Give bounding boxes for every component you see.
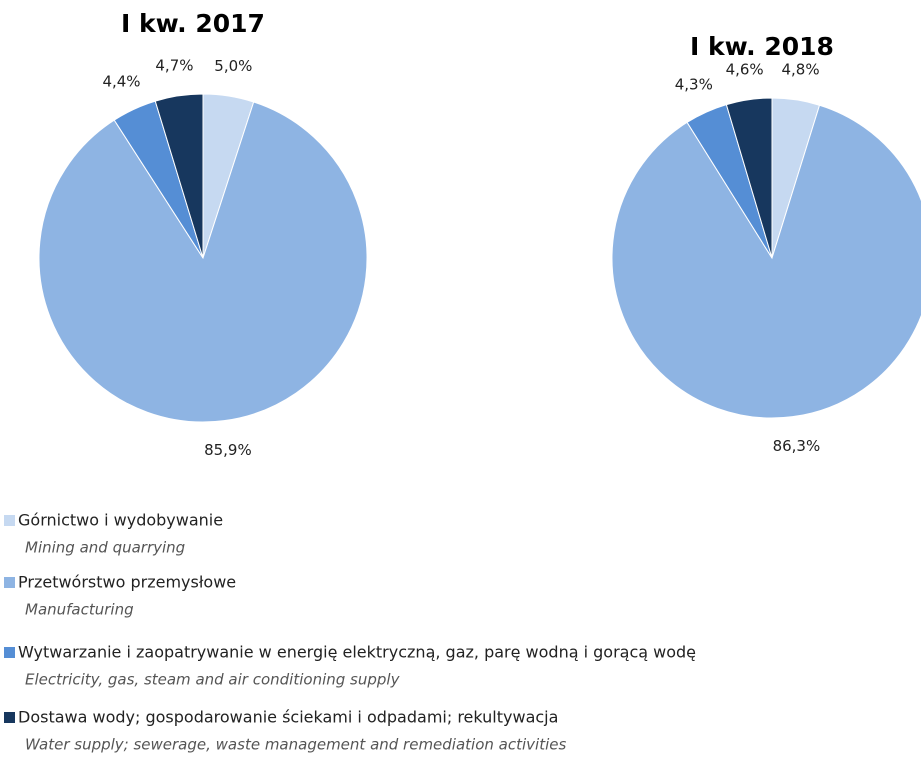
- chart-title: I kw. 2017: [121, 9, 265, 38]
- legend-swatch: [4, 515, 15, 526]
- legend-label: Przetwórstwo przemysłowe: [18, 573, 236, 592]
- legend-swatch: [4, 647, 15, 658]
- legend-swatch: [4, 712, 15, 723]
- chart-title: I kw. 2018: [690, 32, 834, 61]
- data-label: 4,6%: [726, 60, 764, 78]
- pie-slice: [725, 97, 773, 259]
- data-label: 86,3%: [773, 437, 821, 455]
- legend-label: Wytwarzanie i zaopatrywanie w energię el…: [18, 643, 696, 662]
- data-label: 4,3%: [675, 75, 713, 93]
- legend-label: Górnictwo i wydobywanie: [18, 511, 223, 530]
- legend-translation: Water supply; sewerage, waste management…: [25, 736, 566, 754]
- pie-slice: [154, 93, 204, 259]
- legend-swatch: [4, 577, 15, 588]
- data-label: 4,4%: [102, 72, 140, 90]
- legend-label: Dostawa wody; gospodarowanie ściekami i …: [18, 708, 558, 727]
- legend-translation: Manufacturing: [25, 601, 134, 619]
- pie-slice: [38, 101, 368, 423]
- pie-slice: [611, 104, 921, 419]
- data-label: 4,8%: [781, 61, 819, 79]
- data-label: 5,0%: [214, 57, 252, 75]
- legend-translation: Mining and quarrying: [25, 539, 185, 557]
- data-label: 85,9%: [204, 441, 252, 459]
- legend-translation: Electricity, gas, steam and air conditio…: [25, 671, 401, 689]
- data-label: 4,7%: [155, 57, 193, 75]
